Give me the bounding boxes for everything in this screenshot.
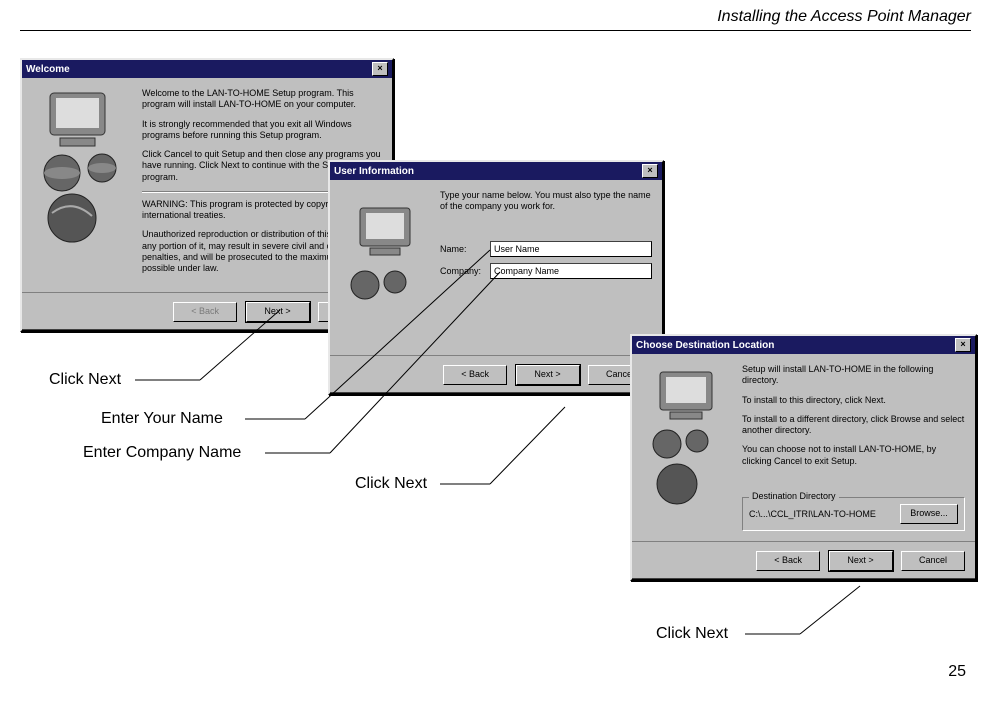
close-icon[interactable]: × [642,164,658,178]
dest-group-label: Destination Directory [749,491,839,501]
next-button[interactable]: Next > [246,302,310,322]
page-header: Installing the Access Point Manager [20,8,971,31]
welcome-text-1: Welcome to the LAN-TO-HOME Setup program… [142,88,382,111]
next-button[interactable]: Next > [516,365,580,385]
annotation-click-next-3: Click Next [656,625,728,643]
destination-title: Choose Destination Location [636,340,774,351]
destination-titlebar: Choose Destination Location × [632,336,975,354]
dest-text-4: You can choose not to install LAN-TO-HOM… [742,444,965,467]
user-info-titlebar: User Information × [330,162,662,180]
browse-button[interactable]: Browse... [900,504,958,524]
setup-graphic-icon [340,190,430,345]
setup-graphic-icon [32,88,132,282]
page-number: 25 [948,663,966,681]
user-info-dialog: User Information × Type your name below.… [328,160,664,395]
back-button[interactable]: < Back [756,551,820,571]
dest-path: C:\...\CCL_ITRI\LAN-TO-HOME [749,509,876,519]
back-button[interactable]: < Back [443,365,507,385]
dest-text-2: To install to this directory, click Next… [742,395,965,406]
annotation-click-next-2: Click Next [355,475,427,493]
setup-graphic-icon [642,364,732,531]
close-icon[interactable]: × [372,62,388,76]
welcome-text-2: It is strongly recommended that you exit… [142,119,382,142]
back-button: < Back [173,302,237,322]
dest-text-3: To install to a different directory, cli… [742,414,965,437]
name-label: Name: [440,244,490,254]
user-info-text: Type your name below. You must also type… [440,190,652,213]
annotation-click-next-1: Click Next [49,371,121,389]
cancel-button[interactable]: Cancel [901,551,965,571]
destination-group: Destination Directory C:\...\CCL_ITRI\LA… [742,497,965,531]
header-title: Installing the Access Point Manager [717,8,971,25]
annotation-enter-company: Enter Company Name [83,444,241,462]
destination-dialog: Choose Destination Location × Setup will… [630,334,977,581]
welcome-titlebar: Welcome × [22,60,392,78]
welcome-title: Welcome [26,64,70,75]
user-info-title: User Information [334,166,414,177]
company-input[interactable] [490,263,652,279]
dest-text-1: Setup will install LAN-TO-HOME in the fo… [742,364,965,387]
annotation-enter-name: Enter Your Name [101,410,223,428]
name-input[interactable] [490,241,652,257]
next-button[interactable]: Next > [829,551,893,571]
close-icon[interactable]: × [955,338,971,352]
company-label: Company: [440,266,490,276]
